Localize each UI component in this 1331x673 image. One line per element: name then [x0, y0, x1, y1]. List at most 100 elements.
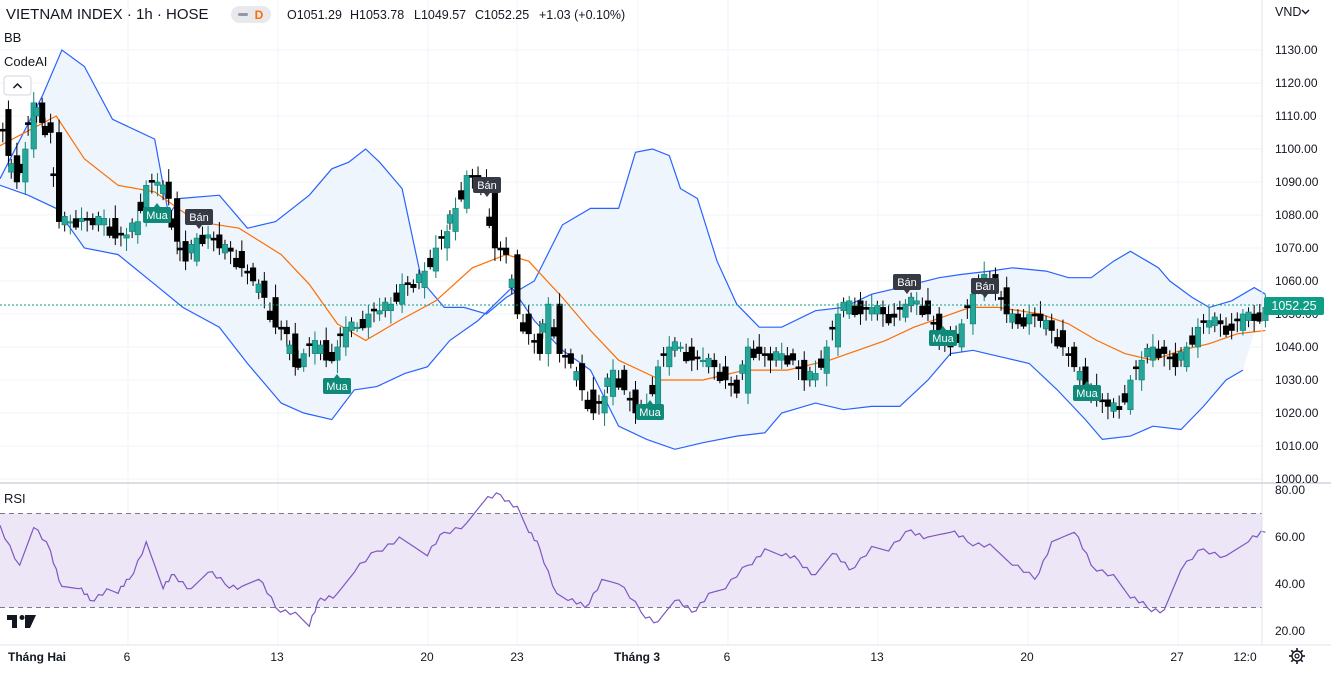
svg-text:Bán: Bán: [477, 180, 497, 192]
last-price-label: 1052.25: [1271, 299, 1316, 313]
sell-signal[interactable]: Bán: [893, 274, 921, 294]
candle: [382, 297, 394, 324]
candle: [16, 142, 29, 195]
candle: [497, 237, 510, 264]
buy-signal[interactable]: Mua: [1073, 381, 1101, 401]
candle: [550, 293, 563, 363]
indicator-rsi-label[interactable]: RSI: [4, 491, 26, 506]
candle: [1234, 309, 1246, 336]
candle: [337, 316, 349, 356]
rsi-pane: [0, 492, 1266, 628]
session-badge[interactable]: [231, 6, 271, 23]
candle: [660, 336, 673, 376]
candle: [106, 205, 119, 246]
signals: Mua Bán Mua Bán Mua Bán Mua Bán Mua: [143, 177, 1101, 420]
candle: [519, 305, 532, 345]
candle: [818, 340, 830, 387]
candle: [1132, 351, 1145, 391]
candle: [370, 297, 383, 323]
candle: [359, 305, 372, 339]
price-tick: 1000.00: [1275, 472, 1319, 486]
bb-upper-line: [0, 49, 1266, 328]
ohlc-open: O1051.29: [287, 8, 342, 22]
candle: [1020, 305, 1033, 335]
candle: [1110, 395, 1123, 419]
last-price-badge: [1264, 297, 1324, 315]
indicator-codeai-label[interactable]: CodeAI: [4, 54, 47, 69]
time-tick: 12:0: [1233, 650, 1257, 664]
time-tick: Tháng Hai: [8, 650, 66, 664]
candle: [0, 100, 12, 167]
rsi-axis[interactable]: 80.00 60.00 40.00 20.00: [1275, 483, 1305, 638]
time-tick: 6: [124, 650, 131, 664]
buy-signal[interactable]: Mua: [636, 400, 664, 420]
candle: [806, 360, 819, 387]
time-tick: 27: [1170, 650, 1184, 664]
candle: [25, 91, 37, 158]
candle: [278, 320, 290, 347]
session-badge-label: D: [255, 8, 264, 22]
candle: [446, 197, 459, 241]
svg-text:Bán: Bán: [975, 281, 995, 293]
candle: [1043, 313, 1055, 344]
candle: [683, 338, 695, 372]
time-tick: 13: [870, 650, 884, 664]
sell-signal[interactable]: Bán: [971, 278, 999, 298]
sell-signal[interactable]: Bán: [185, 209, 213, 229]
candle: [761, 346, 774, 374]
candle: [117, 226, 130, 251]
candle: [896, 299, 909, 323]
candle: [716, 355, 729, 389]
buy-signal[interactable]: Mua: [323, 374, 351, 394]
candle: [728, 375, 740, 399]
candle: [415, 262, 428, 299]
candle: [773, 342, 785, 370]
ohlc-low: L1049.57: [414, 8, 466, 22]
candle: [210, 221, 223, 255]
candle: [1054, 319, 1066, 356]
candle: [573, 354, 586, 401]
candle: [317, 327, 330, 368]
candle: [41, 113, 54, 144]
tradingview-logo[interactable]: [7, 615, 36, 628]
time-axis[interactable]: Tháng Hai 6 13 20 23 Tháng 3 6 13 20 27 12:0: [8, 650, 1257, 664]
buy-signal[interactable]: Mua: [143, 203, 171, 223]
candle: [908, 291, 920, 315]
bb-lower-line: [0, 184, 1244, 450]
candle: [33, 97, 46, 128]
candle: [221, 239, 234, 265]
chevron-down-icon[interactable]: [1301, 9, 1310, 15]
candle: [705, 353, 718, 380]
currency-label[interactable]: VND: [1275, 5, 1301, 19]
candle: [615, 365, 628, 395]
buy-signal[interactable]: Mua: [929, 326, 957, 346]
rsi-tick: 80.00: [1275, 483, 1305, 497]
candle: [1031, 301, 1044, 328]
rsi-tick: 20.00: [1275, 624, 1305, 638]
rsi-tick: 60.00: [1275, 530, 1305, 544]
gear-icon[interactable]: [1289, 648, 1305, 664]
candle: [458, 170, 470, 214]
candle: [795, 351, 808, 391]
price-tick: 1120.00: [1275, 76, 1318, 90]
price-tick: 1010.00: [1275, 439, 1319, 453]
indicator-bb-label[interactable]: BB: [4, 30, 21, 45]
candle: [1222, 313, 1235, 340]
ohlc-change: +1.03 (+0.10%): [539, 8, 625, 22]
symbol-title[interactable]: VIETNAM INDEX · 1h · HOSE: [6, 6, 209, 23]
sell-signal[interactable]: Bán: [473, 177, 501, 197]
candle: [1144, 334, 1156, 368]
candle: [427, 235, 439, 279]
candle: [148, 173, 161, 197]
candle: [964, 285, 977, 335]
price-axis[interactable]: 1130.00 1120.00 1110.00 1100.00 1090.00 1080.…: [1275, 43, 1319, 486]
candle: [840, 295, 853, 319]
candle: [233, 240, 245, 277]
collapse-button[interactable]: [3, 75, 32, 96]
candle: [885, 303, 898, 327]
price-tick: 1060.00: [1275, 274, 1319, 288]
candle: [438, 224, 451, 261]
candle: [829, 303, 842, 356]
candle: [1189, 318, 1201, 358]
ohlc-high: H1053.78: [350, 8, 404, 22]
